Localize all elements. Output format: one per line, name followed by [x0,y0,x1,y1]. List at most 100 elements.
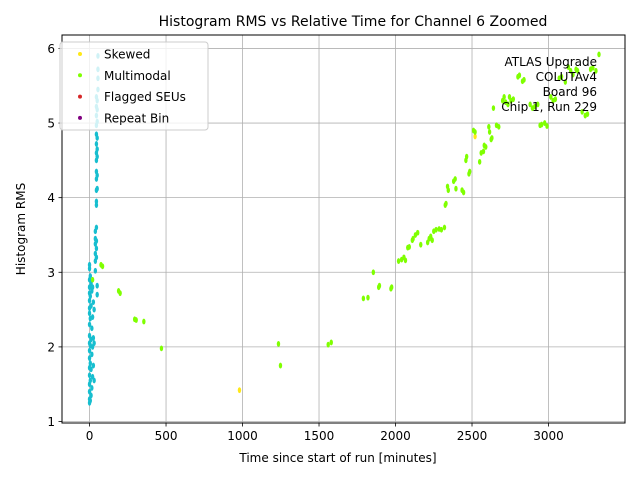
multimodal-point [159,345,164,352]
multimodal-point [100,263,105,270]
x-tick-label: 3000 [533,429,564,443]
legend-label-skewed: Skewed [104,48,150,62]
normal-point [87,347,92,354]
multimodal-point [597,51,601,58]
normal-point [87,297,92,304]
normal-point [89,302,93,309]
multimodal-point [563,79,568,85]
normal-point [95,146,99,153]
multimodal-point [580,108,584,115]
x-tick-label: 500 [155,429,178,443]
multimodal-point [403,257,408,264]
multimodal-point [585,111,590,117]
normal-point [87,372,92,379]
multimodal-point [575,67,580,74]
legend-marker-skewed [78,52,82,56]
y-tick-label: 2 [47,340,55,354]
multimodal-point [528,101,532,108]
normal-point [95,282,99,289]
multimodal-point [533,103,537,110]
multimodal-point [522,76,526,83]
normal-point [88,293,93,300]
multimodal-point [461,189,466,196]
multimodal-point [371,269,376,276]
multimodal-point [549,94,553,100]
multimodal-point [415,229,420,236]
multimodal-point [477,158,482,165]
normal-point [95,135,99,141]
normal-point [92,306,96,313]
normal-point [90,325,94,332]
multimodal-point [490,135,494,141]
multimodal-point [545,123,549,129]
multimodal-point [329,339,333,346]
normal-point [91,299,96,306]
normal-point [92,377,96,384]
plot-frame [61,34,626,424]
normal-point [87,321,92,328]
multimodal-point [568,67,573,74]
x-axis-label: Time since start of run [minutes] [238,451,436,465]
x-tick-label: 1000 [227,429,258,443]
multimodal-point [430,237,434,244]
multimodal-point [594,67,598,74]
multimodal-point [434,226,438,233]
axis-ticks: 0 500 1000 1500 2000 2500 3000 1 2 3 4 5 6 [47,42,563,443]
normal-point [90,284,95,291]
multimodal-point [511,96,516,103]
multimodal-point [473,129,477,135]
annotation-line-2: COLUTAv4 [536,70,597,84]
multimodal-point [506,101,510,108]
multimodal-point [481,148,486,155]
normal-point [93,267,98,274]
legend-items: Skewed Multimodal Flagged SEUs Repeat Bin [78,48,186,125]
multimodal-point [553,96,558,103]
multimodal-point [411,235,415,242]
multimodal-point [566,64,571,70]
normal-point [94,238,99,244]
multimodal-point [419,241,423,248]
multimodal-point [439,226,444,233]
multimodal-point [326,341,330,348]
y-tick-label: 6 [47,42,55,56]
multimodal-point [542,120,547,126]
y-tick-label: 1 [47,415,55,429]
normal-point [88,273,93,279]
x-tick-label: 0 [86,429,94,443]
multimodal-point [468,168,472,175]
skewed-point [473,133,477,140]
normal-point [95,172,99,179]
multimodal-point [366,294,370,301]
normal-point [95,185,99,192]
legend-box [59,41,209,131]
multimodal-point [276,341,281,347]
y-tick-label: 4 [47,191,55,205]
normal-point [94,141,99,147]
normal-point [87,261,92,268]
normal-point [87,355,92,361]
multimodal-point [442,224,447,231]
annotation-line-3: Board 96 [543,85,597,99]
multimodal-point [118,290,122,297]
legend-marker-flagged-seus [78,94,82,99]
multimodal-point [278,362,283,369]
skewed-point [237,387,242,394]
multimodal-point [487,129,492,135]
normal-point [90,314,95,320]
multimodal-point [134,317,138,323]
normal-point [91,362,96,369]
multimodal-point [502,94,506,100]
normal-point [94,198,99,205]
normal-point [90,385,94,391]
normal-point [95,153,99,160]
normal-point [94,224,99,231]
grid [62,35,625,423]
multimodal-point [90,276,95,283]
legend-label-repeat-bin: Repeat Bin [104,111,169,125]
normal-point [92,340,96,347]
multimodal-point [389,284,394,291]
legend-label-flagged-seus: Flagged SEUs [104,90,186,104]
multimodal-point [453,176,457,182]
multimodal-point [464,153,469,160]
